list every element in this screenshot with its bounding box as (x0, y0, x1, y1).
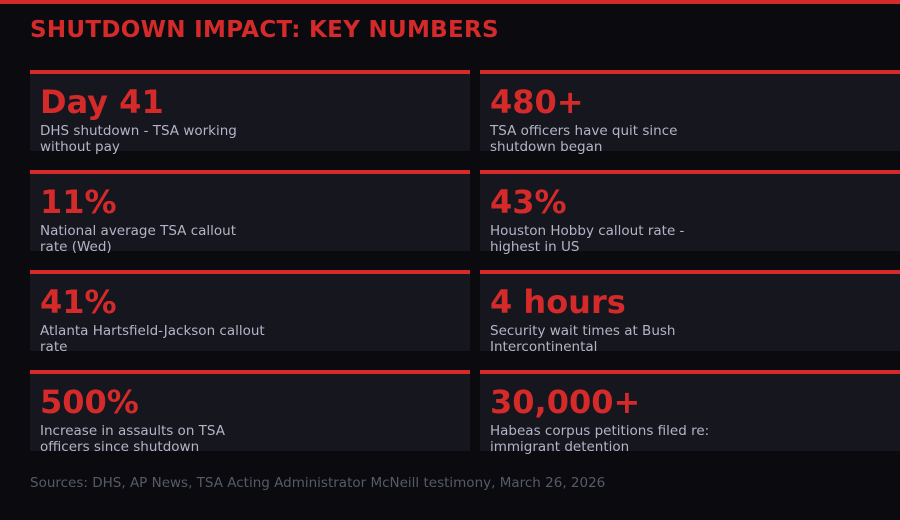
stat-description: Habeas corpus petitions filed re: immigr… (490, 423, 710, 455)
stat-value: 500% (40, 383, 139, 421)
stat-card: 11% National average TSA callout rate (We… (30, 170, 470, 255)
stat-description: Security wait times at Bush Intercontine… (490, 323, 676, 355)
stat-value: 480+ (490, 83, 584, 121)
sources: Sources: DHS, AP News, TSA Acting Admini… (30, 475, 606, 491)
stat-description: Atlanta Hartsfield-Jackson callout rate (40, 323, 265, 355)
stat-card: 43% Houston Hobby callout rate - highest … (480, 170, 900, 255)
stat-value: 11% (40, 183, 117, 221)
stat-card: 41% Atlanta Hartsfield-Jackson callout ra… (30, 270, 470, 355)
stat-value: 43% (490, 183, 567, 221)
stat-card: Day 41 DHS shutdown - TSA working without… (30, 70, 470, 155)
stat-description: DHS shutdown - TSA working without pay (40, 123, 237, 155)
stat-card: 4 hours Security wait times at Bush Inter… (480, 270, 900, 355)
stat-card: 480+ TSA officers have quit since shutdow… (480, 70, 900, 155)
stat-value: 30,000+ (490, 383, 641, 421)
stat-card: 500% Increase in assaults on TSA officers… (30, 370, 470, 455)
stat-value: Day 41 (40, 83, 164, 121)
top-accent-bar (0, 0, 900, 4)
stat-value: 4 hours (490, 283, 626, 321)
stat-description: Increase in assaults on TSA officers sin… (40, 423, 225, 455)
stat-description: TSA officers have quit since shutdown be… (490, 123, 678, 155)
title: SHUTDOWN IMPACT: KEY NUMBERS (30, 17, 499, 43)
stat-description: Houston Hobby callout rate - highest in … (490, 223, 685, 255)
stat-description: National average TSA callout rate (Wed) (40, 223, 237, 255)
stat-card: 30,000+ Habeas corpus petitions filed re:… (480, 370, 900, 455)
stat-value: 41% (40, 283, 117, 321)
